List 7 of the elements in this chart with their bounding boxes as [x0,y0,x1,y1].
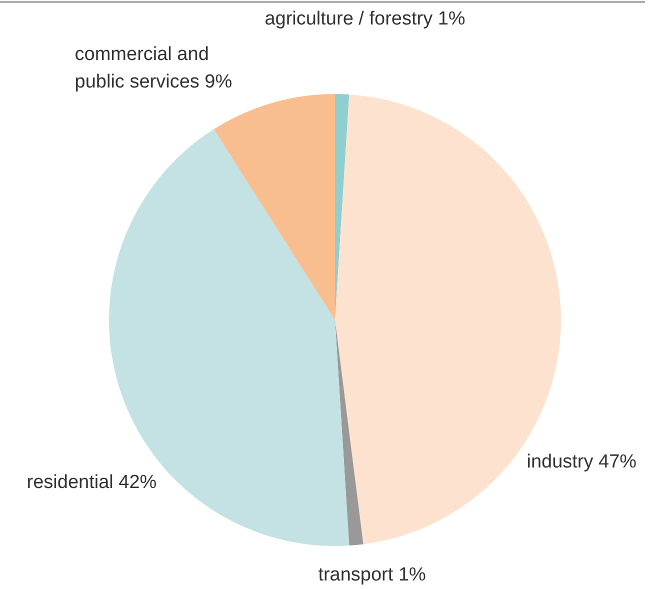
slice-label: residential 42% [26,472,157,494]
slice-label: commercial and public services 9% [74,44,232,92]
slice-label: transport 1% [318,564,426,586]
pie-slice [335,320,364,546]
slice-label: agriculture / forestry 1% [264,8,466,30]
pie-slice [214,94,335,320]
slice-label: industry 47% [526,452,637,473]
